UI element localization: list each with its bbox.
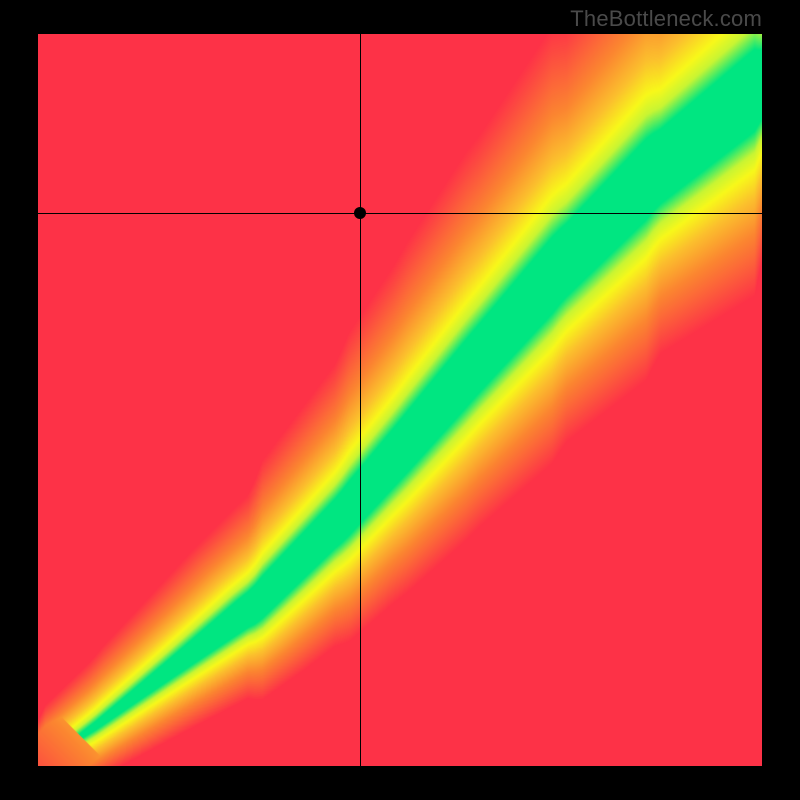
crosshair-vertical <box>360 34 361 766</box>
heatmap-plot <box>38 34 762 766</box>
heatmap-canvas <box>38 34 762 766</box>
crosshair-horizontal <box>38 213 762 214</box>
watermark: TheBottleneck.com <box>570 6 762 32</box>
crosshair-marker <box>354 207 366 219</box>
